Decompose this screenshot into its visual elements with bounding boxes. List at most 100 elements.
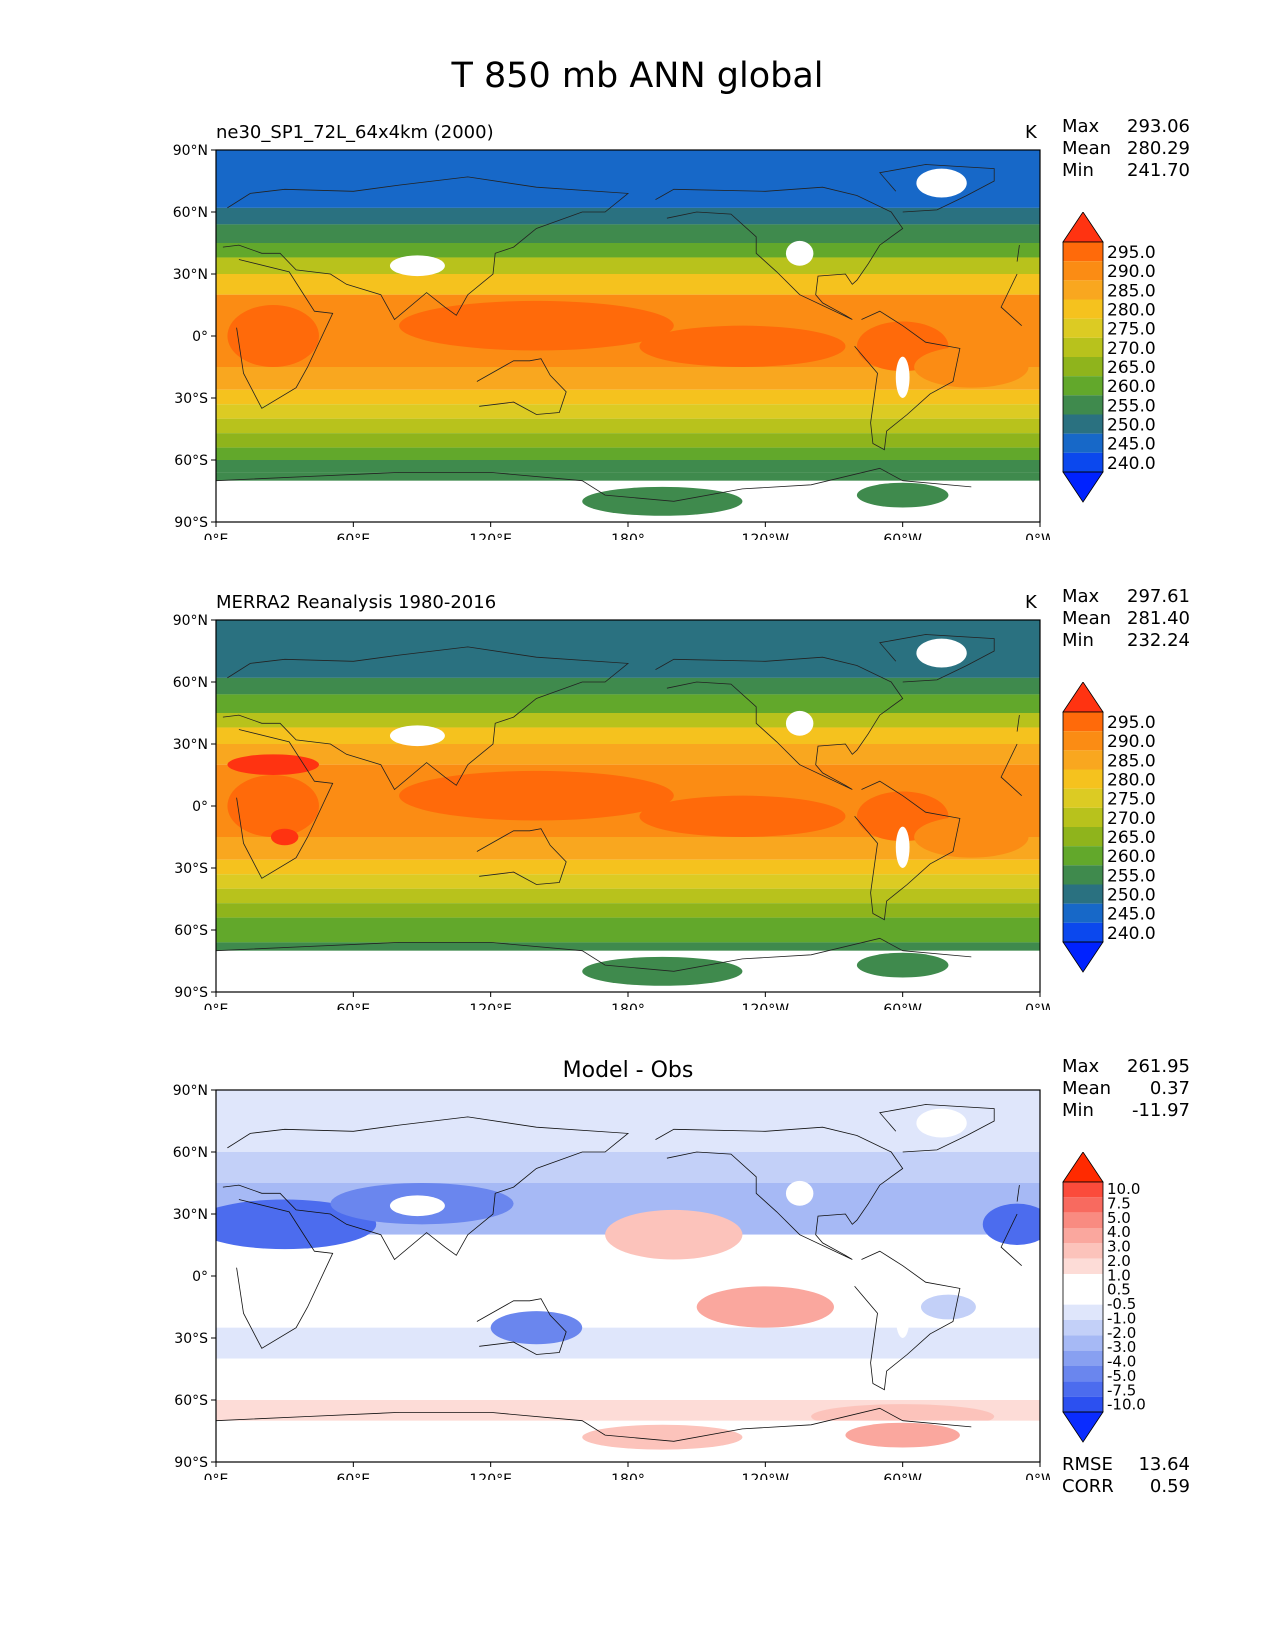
coastline-samerica [854,1250,961,1391]
colorbar-segment [1063,261,1103,281]
colorbar-segment [1063,1396,1103,1412]
field-band [216,150,1040,208]
colorbar: 295.0290.0285.0280.0275.0270.0265.0260.0… [1062,682,1156,973]
panel-title: ne30_SP1_72L_64x4km (2000) [216,122,494,143]
lat-tick-label: 0° [192,799,208,815]
colorbar-tick-label: 275.0 [1107,320,1156,340]
colorbar-tick-label: 245.0 [1107,435,1156,455]
lon-tick-label: 0°W [1025,1002,1050,1010]
coastline-namerica [655,1126,904,1260]
field-band [216,677,1040,695]
colorbar-tick-label: 0.5 [1107,1281,1131,1299]
colorbar-frame [1062,1181,1104,1413]
coastline-eurasia [222,1116,630,1261]
min-label: Min [1062,630,1094,651]
weddell-shelf [856,482,949,508]
colorbar-segment [1063,884,1103,904]
coastline-africa [1000,743,1022,796]
field-band [216,224,1040,243]
colorbar-segment [1063,357,1103,377]
units-label: K [1025,122,1037,143]
terrain-mask [389,255,445,277]
colorbar-tick-label: 260.0 [1107,847,1156,867]
lon-tick-label: 180° [611,1002,645,1010]
panel-model: ne30_SP1_72L_64x4km (2000) K Max 293.06 M… [0,116,1275,592]
colorbar-tick-label: 290.0 [1107,262,1156,282]
field-blob [605,1209,743,1260]
lat-tick-label: 0° [192,329,208,345]
field-band [216,917,1040,930]
colorbar-tick-label: 1.0 [1107,1266,1131,1284]
coastline-greenland [879,1104,995,1153]
colorbar-frame [1062,711,1104,943]
colorbar-segment [1063,1304,1103,1320]
lat-tick-label: 30°N [173,737,208,753]
colorbar-tick-label: -10.0 [1107,1396,1146,1414]
field-layer [216,620,1040,992]
field-band [216,859,1040,875]
field-band [216,243,1040,258]
field-layer [216,150,1040,522]
rmse-label: RMSE [1062,1454,1113,1475]
ross-shelf [582,956,743,986]
field-band [216,207,1040,225]
lat-tick-label: 30°N [173,1207,208,1223]
colorbar-segment [1063,242,1103,262]
coastline-greenland [879,164,995,213]
coastline-samerica [854,310,961,451]
field-blob [914,816,1029,858]
lat-tick-label: 60°N [173,675,208,691]
stats-block: Max 297.61 Mean 281.40 Min 232.24 [1062,586,1190,652]
colorbar-extend-min [1062,1411,1104,1443]
ross-shelf [582,486,743,516]
colorbar-segment [1063,376,1103,396]
colorbar-segment [1063,452,1103,472]
field-layer [216,1090,1040,1462]
field-blob [982,1203,1040,1245]
colorbar-tick-label: 265.0 [1107,828,1156,848]
lon-tick-label: 0°W [1025,532,1050,540]
colorbar-segment [1063,827,1103,847]
colorbar-tick-label: 3.0 [1107,1238,1131,1256]
max-value: 293.06 [1127,116,1190,137]
field-band [216,874,1040,889]
terrain-mask [916,1108,967,1138]
mean-label: Mean [1062,608,1112,629]
colorbar: 295.0290.0285.0280.0275.0270.0265.0260.0… [1062,212,1156,503]
colorbar-tick-label: 285.0 [1107,751,1156,771]
colorbar: 10.07.55.04.03.02.01.00.5-0.5-1.0-2.0-3.… [1062,1152,1146,1443]
lat-tick-label: 30°S [174,391,208,407]
coastline-antarctica [216,1407,972,1442]
coastline-eurasia [1016,245,1020,262]
coastline-antarctica [216,937,972,972]
field-blob [399,770,674,821]
min-label: Min [1062,160,1094,181]
colorbar-tick-label: 265.0 [1107,358,1156,378]
colorbar-segment [1063,1381,1103,1397]
max-label: Max [1062,116,1100,137]
colorbar-tick-label: 280.0 [1107,301,1156,321]
colorbar-segment [1063,1182,1103,1198]
colorbar-segment [1063,1289,1103,1305]
colorbar-tick-label: 260.0 [1107,377,1156,397]
lat-tick-label: 60°S [174,453,208,469]
corr-value: 0.59 [1149,1476,1190,1497]
field-band [216,727,1040,744]
mean-label: Mean [1062,1078,1112,1099]
terrain-mask [916,638,967,668]
map-plot: 90°N 60°N 30°N 0° 30°S 60°S 90°S0°E 60°E 120°E 18… [173,613,1050,1010]
lon-tick-label: 120°W [742,1472,790,1480]
colorbar-tick-label: 290.0 [1107,732,1156,752]
lat-tick-label: 90°N [173,143,208,159]
panel-title: MERRA2 Reanalysis 1980-2016 [216,592,497,613]
mean-value: 280.29 [1127,138,1190,159]
colorbar-segment [1063,1366,1103,1382]
mean-value: 0.37 [1149,1078,1190,1099]
colorbar-segment [1063,922,1103,942]
field-blob [227,775,319,837]
colorbar-segment [1063,337,1103,357]
colorbar-tick-label: -7.5 [1107,1381,1136,1399]
rmse-value: 13.64 [1138,1454,1190,1475]
field-blob [270,828,299,846]
colorbar-segment [1063,865,1103,885]
